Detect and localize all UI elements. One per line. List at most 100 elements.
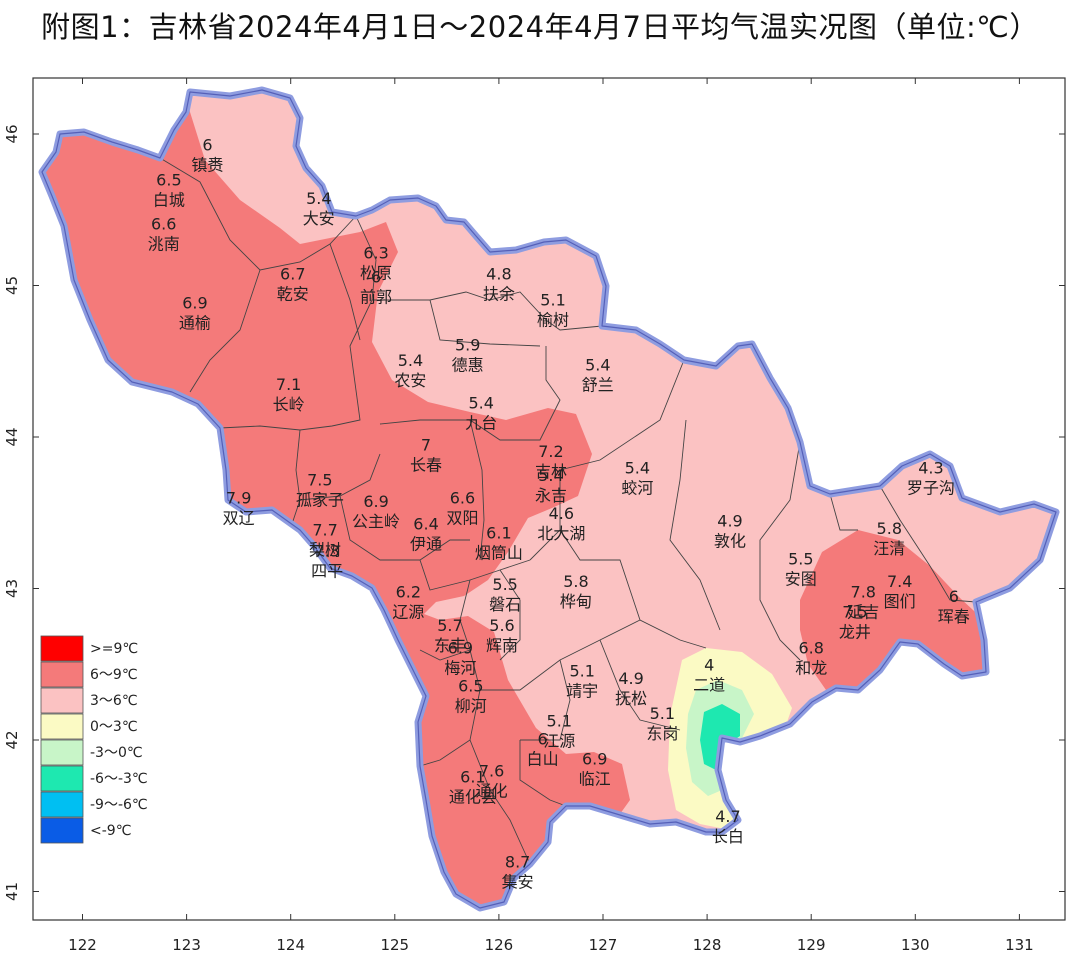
station: 5.5磐石 (489, 575, 521, 614)
station: 4二道 (693, 655, 725, 694)
legend: >=9℃ 6～9℃ 3～6℃ 0～3℃ -3～0℃ -6～-3℃ -9～-6℃ <-9℃ (40, 635, 148, 844)
station-name: 长岭 (273, 395, 305, 414)
station: 6.6双阳 (446, 489, 478, 528)
y-tick-label: 46 (3, 124, 21, 143)
station: 5.1靖宇 (566, 661, 598, 700)
legend-label: 6～9℃ (90, 667, 138, 683)
station-value: 5.4 (625, 458, 650, 477)
station-value: 5.8 (877, 519, 902, 538)
station-name: 双阳 (446, 509, 478, 528)
legend-swatch (40, 765, 84, 792)
station: 4.9抚松 (615, 669, 647, 708)
station-name: 烟筒山 (475, 544, 523, 563)
station: 4.9敦化 (714, 511, 746, 550)
county-boundaries (159, 157, 977, 865)
station: 5.9德惠 (452, 336, 484, 375)
station-name: 白城 (153, 191, 185, 210)
station-name: 松原 (360, 263, 392, 282)
station: 5.6辉南 (486, 616, 518, 655)
station-name: 四平 (311, 562, 343, 581)
station-value: 5.6 (489, 616, 514, 635)
station-name: 永吉 (535, 486, 567, 505)
station: 7.1长岭 (273, 375, 305, 414)
station-value: 7.6 (479, 761, 504, 780)
station-value: 4.6 (549, 504, 574, 523)
station-name: 桦甸 (560, 592, 592, 611)
legend-swatch (40, 687, 84, 714)
station-name: 辽源 (392, 603, 424, 622)
legend-label: -3～0℃ (90, 745, 143, 761)
station-name: 江源 (543, 731, 575, 750)
station: 8.7集安 (502, 852, 534, 891)
station-value: 4.8 (486, 265, 511, 284)
station-name: 蛟河 (621, 478, 653, 497)
station: 6镇赉 (191, 136, 223, 175)
station-name: 梅河 (444, 659, 476, 678)
station-value: 6.1 (460, 767, 485, 786)
station-value: 6.2 (396, 583, 421, 602)
station-value: 7.4 (887, 572, 912, 591)
station-value: 4.9 (717, 511, 742, 530)
station-name: 抚松 (615, 689, 647, 708)
station: 5.8汪清 (873, 519, 905, 558)
station-name: 长春 (410, 456, 442, 475)
station-name: 敦化 (714, 531, 746, 550)
station-value: 6.3 (363, 243, 388, 262)
station: 5.4舒兰 (582, 355, 614, 394)
station-name: 大安 (303, 209, 335, 228)
station: 6.5柳河 (455, 677, 487, 716)
station-name: 通化 (476, 781, 508, 800)
station: 5.5安图 (785, 549, 817, 588)
station-name: 通榆 (179, 313, 211, 332)
axis-ticks: 122 123 124 125 126 127 128 129 130 1314645444342… (3, 78, 1065, 954)
station-name: 扶余 (483, 285, 515, 304)
station-name: 东丰 (434, 636, 466, 655)
x-tick-label: 128 (693, 936, 722, 954)
station-value: 4.3 (918, 458, 943, 477)
station: 7长春 (410, 436, 442, 475)
station-name: 汪清 (873, 539, 905, 558)
station-value: 7.5 (307, 471, 332, 490)
station-value: 5.9 (455, 336, 480, 355)
station-name: 延吉 (847, 603, 879, 622)
legend-swatch (40, 739, 84, 766)
station: 7.6通化 (476, 761, 508, 800)
station-value: 5.1 (650, 704, 675, 723)
y-tick-label: 41 (3, 882, 21, 901)
station-name: 柳河 (455, 697, 487, 716)
station-value: 6.4 (413, 514, 438, 533)
station-name: 德惠 (452, 356, 484, 375)
station-name: 公主岭 (352, 512, 400, 531)
station-name: 和龙 (795, 659, 827, 678)
station-name: 龙井 (839, 622, 871, 641)
station-value: 5.5 (788, 549, 813, 568)
station-name: 北大湖 (537, 524, 585, 543)
y-tick-label: 45 (3, 276, 21, 295)
legend-label: <-9℃ (90, 823, 131, 839)
station-name: 磐石 (489, 595, 521, 614)
station-value: 5.8 (563, 572, 588, 591)
station-value: 6.8 (798, 639, 823, 658)
station-name: 农安 (394, 371, 426, 390)
station-value: 6.9 (182, 293, 207, 312)
station: 4.7长白 (712, 807, 744, 846)
station-value: 5.1 (540, 290, 565, 309)
legend-swatch (40, 817, 84, 844)
station-value: 5.5 (492, 575, 517, 594)
station-name: 罗子沟 (907, 478, 955, 497)
station: 6.3松原 (360, 243, 392, 282)
station-name: 九台 (465, 413, 497, 432)
station-value: 5.4 (468, 393, 493, 412)
station-name: 镇赉 (191, 156, 223, 175)
station: 7.9双辽 (223, 489, 255, 528)
station: 4.8扶余 (483, 265, 515, 304)
station-value: 6 (371, 268, 381, 287)
station: 7.2吉林 (535, 442, 567, 481)
plot-frame (32, 77, 1066, 921)
station: 7.4图们 (884, 572, 916, 611)
station-name: 长白 (712, 827, 744, 846)
